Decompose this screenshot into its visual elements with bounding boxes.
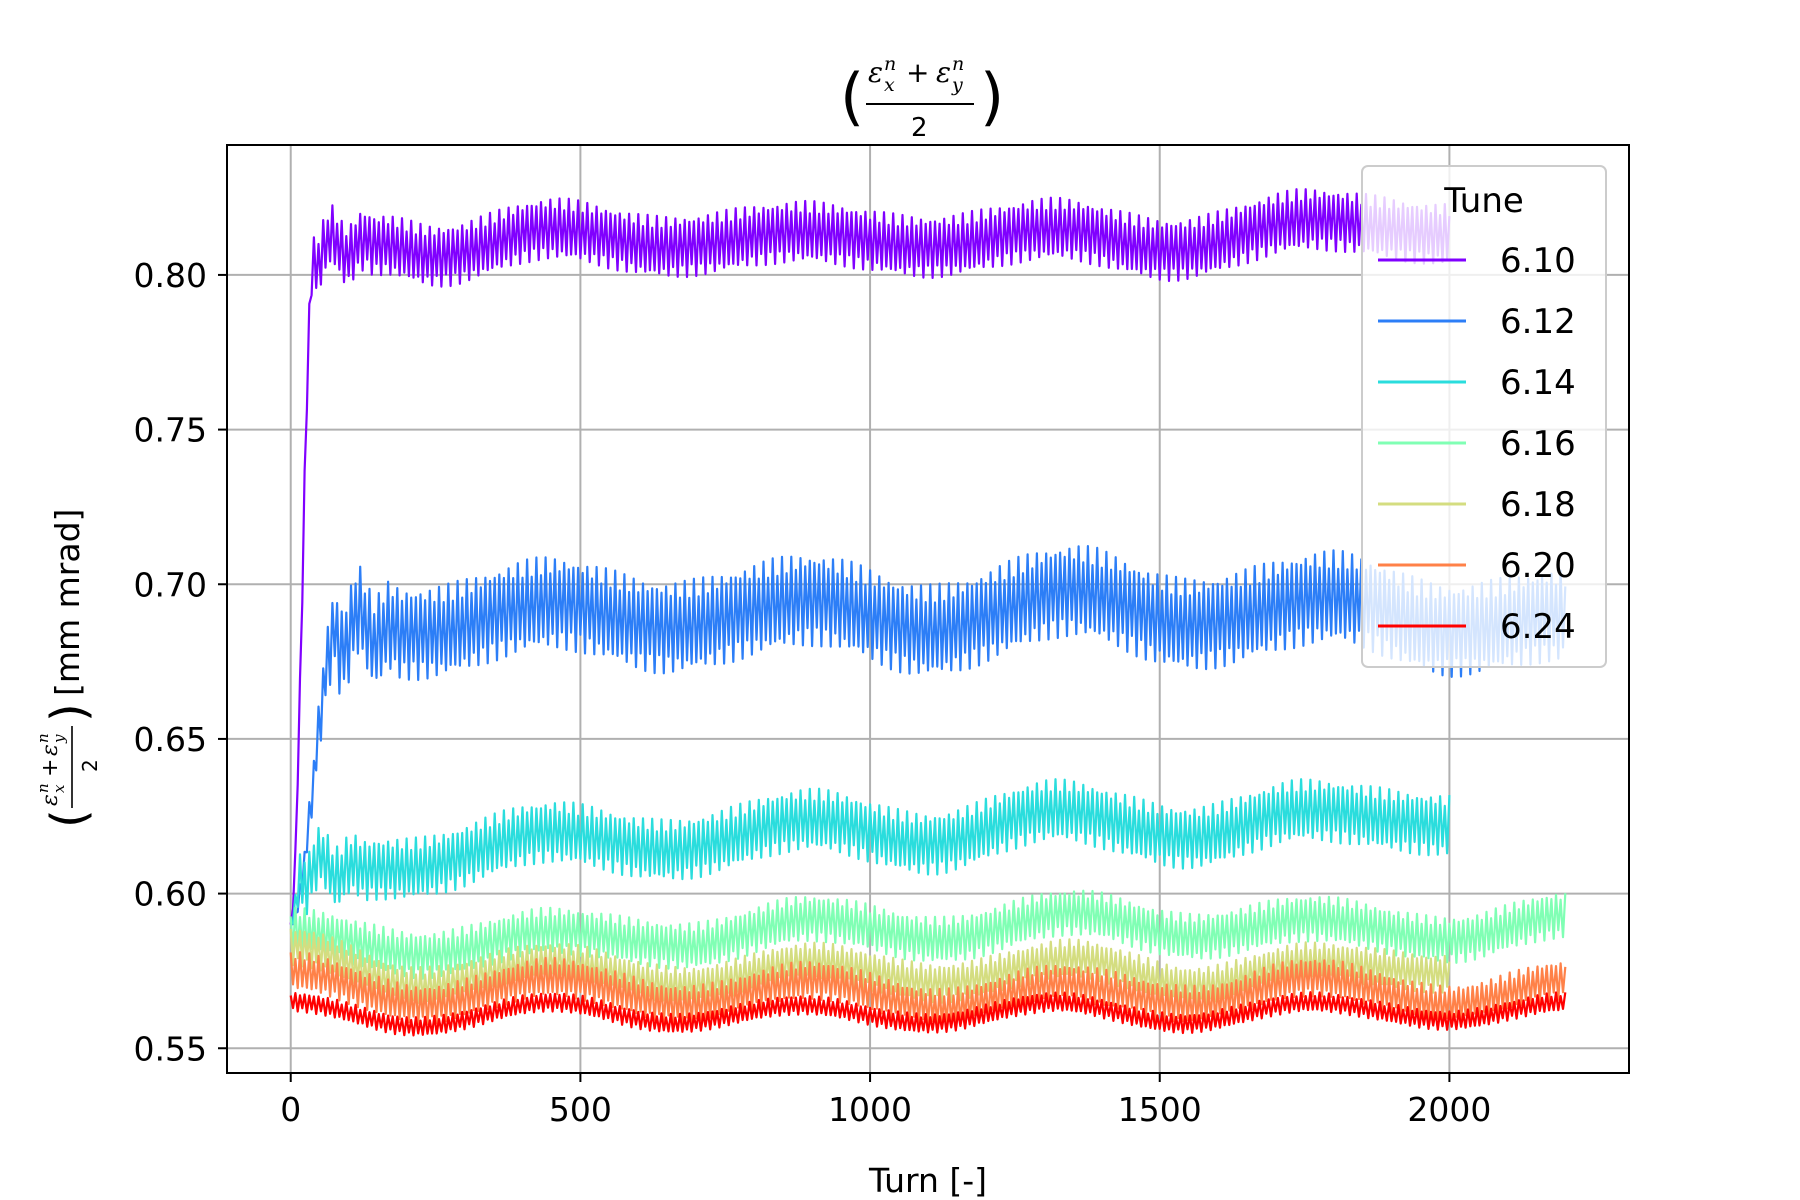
legend-label: 6.24 <box>1500 607 1576 647</box>
legend-title: Tune <box>1443 181 1524 221</box>
ylabel-sup-y: n <box>34 733 52 743</box>
ylabel-eps-y: ε <box>38 744 63 756</box>
title-sup-y: n <box>952 53 964 75</box>
x-tick-label: 500 <box>549 1090 612 1129</box>
ylabel-sup-x: n <box>34 783 52 793</box>
title-rparen: ) <box>980 60 1004 133</box>
series-line-6-24 <box>289 991 1567 1037</box>
title-sup-x: n <box>884 53 896 75</box>
legend-label: 6.18 <box>1500 485 1576 525</box>
series-line-6-14 <box>289 778 1451 926</box>
title-plus: + <box>906 56 929 89</box>
title-sub-y: y <box>951 74 963 96</box>
series-line-6-16 <box>289 889 1567 980</box>
ylabel-denominator: 2 <box>78 759 102 772</box>
y-tick-label: 0.70 <box>134 565 207 604</box>
x-tick-label: 2000 <box>1407 1090 1491 1129</box>
series-line-6-12 <box>290 545 1567 926</box>
ylabel-sub-y: y <box>50 734 68 744</box>
title-lparen: ( <box>840 60 864 133</box>
ylabel-plus: + <box>38 759 63 777</box>
y-tick-label: 0.75 <box>134 411 207 450</box>
legend-label: 6.12 <box>1500 302 1576 342</box>
title-sub-x: x <box>884 74 895 96</box>
legend-label: 6.14 <box>1500 363 1576 403</box>
legend-label: 6.20 <box>1500 546 1576 586</box>
y-tick-label: 0.60 <box>134 875 207 914</box>
series-line-6-10 <box>289 188 1451 925</box>
title-eps-x: ε <box>868 56 883 89</box>
legend-box <box>1361 165 1607 668</box>
series-layer <box>289 188 1567 1037</box>
y-axis-label: ( ε n x + ε n y 2 ) [mm mrad] <box>34 509 102 828</box>
ticks: 0 500 1000 1500 2000 0.55 0.60 0.65 0.70 0.75 0.80 <box>134 256 1492 1129</box>
y-tick-label: 0.55 <box>134 1029 207 1068</box>
legend-label: 6.16 <box>1500 424 1576 464</box>
legend: Tune 6.10 6.12 6.14 6.16 6.18 6.20 6.24 <box>1361 165 1607 668</box>
x-axis-label: Turn [-] <box>868 1161 987 1200</box>
legend-items: 6.10 6.12 6.14 6.16 6.18 6.20 6.24 <box>1378 241 1576 647</box>
x-tick-label: 0 <box>280 1090 301 1129</box>
ylabel-lparen: ( <box>41 809 97 828</box>
ylabel-unit: [mm mrad] <box>48 509 87 696</box>
y-tick-label: 0.65 <box>134 720 207 759</box>
ylabel-eps-x: ε <box>38 794 63 806</box>
x-tick-label: 1000 <box>828 1090 912 1129</box>
ylabel-rparen: ) <box>41 703 97 722</box>
ylabel-sub-x: x <box>50 784 68 793</box>
plot-frame <box>226 144 1630 1074</box>
title-eps-y: ε <box>936 56 951 89</box>
title-denominator: 2 <box>911 113 928 143</box>
x-tick-label: 1500 <box>1118 1090 1202 1129</box>
legend-label: 6.10 <box>1500 241 1576 281</box>
y-tick-label: 0.80 <box>134 256 207 295</box>
chart-title: ( ε n x + ε n y 2 ) <box>840 53 1004 143</box>
